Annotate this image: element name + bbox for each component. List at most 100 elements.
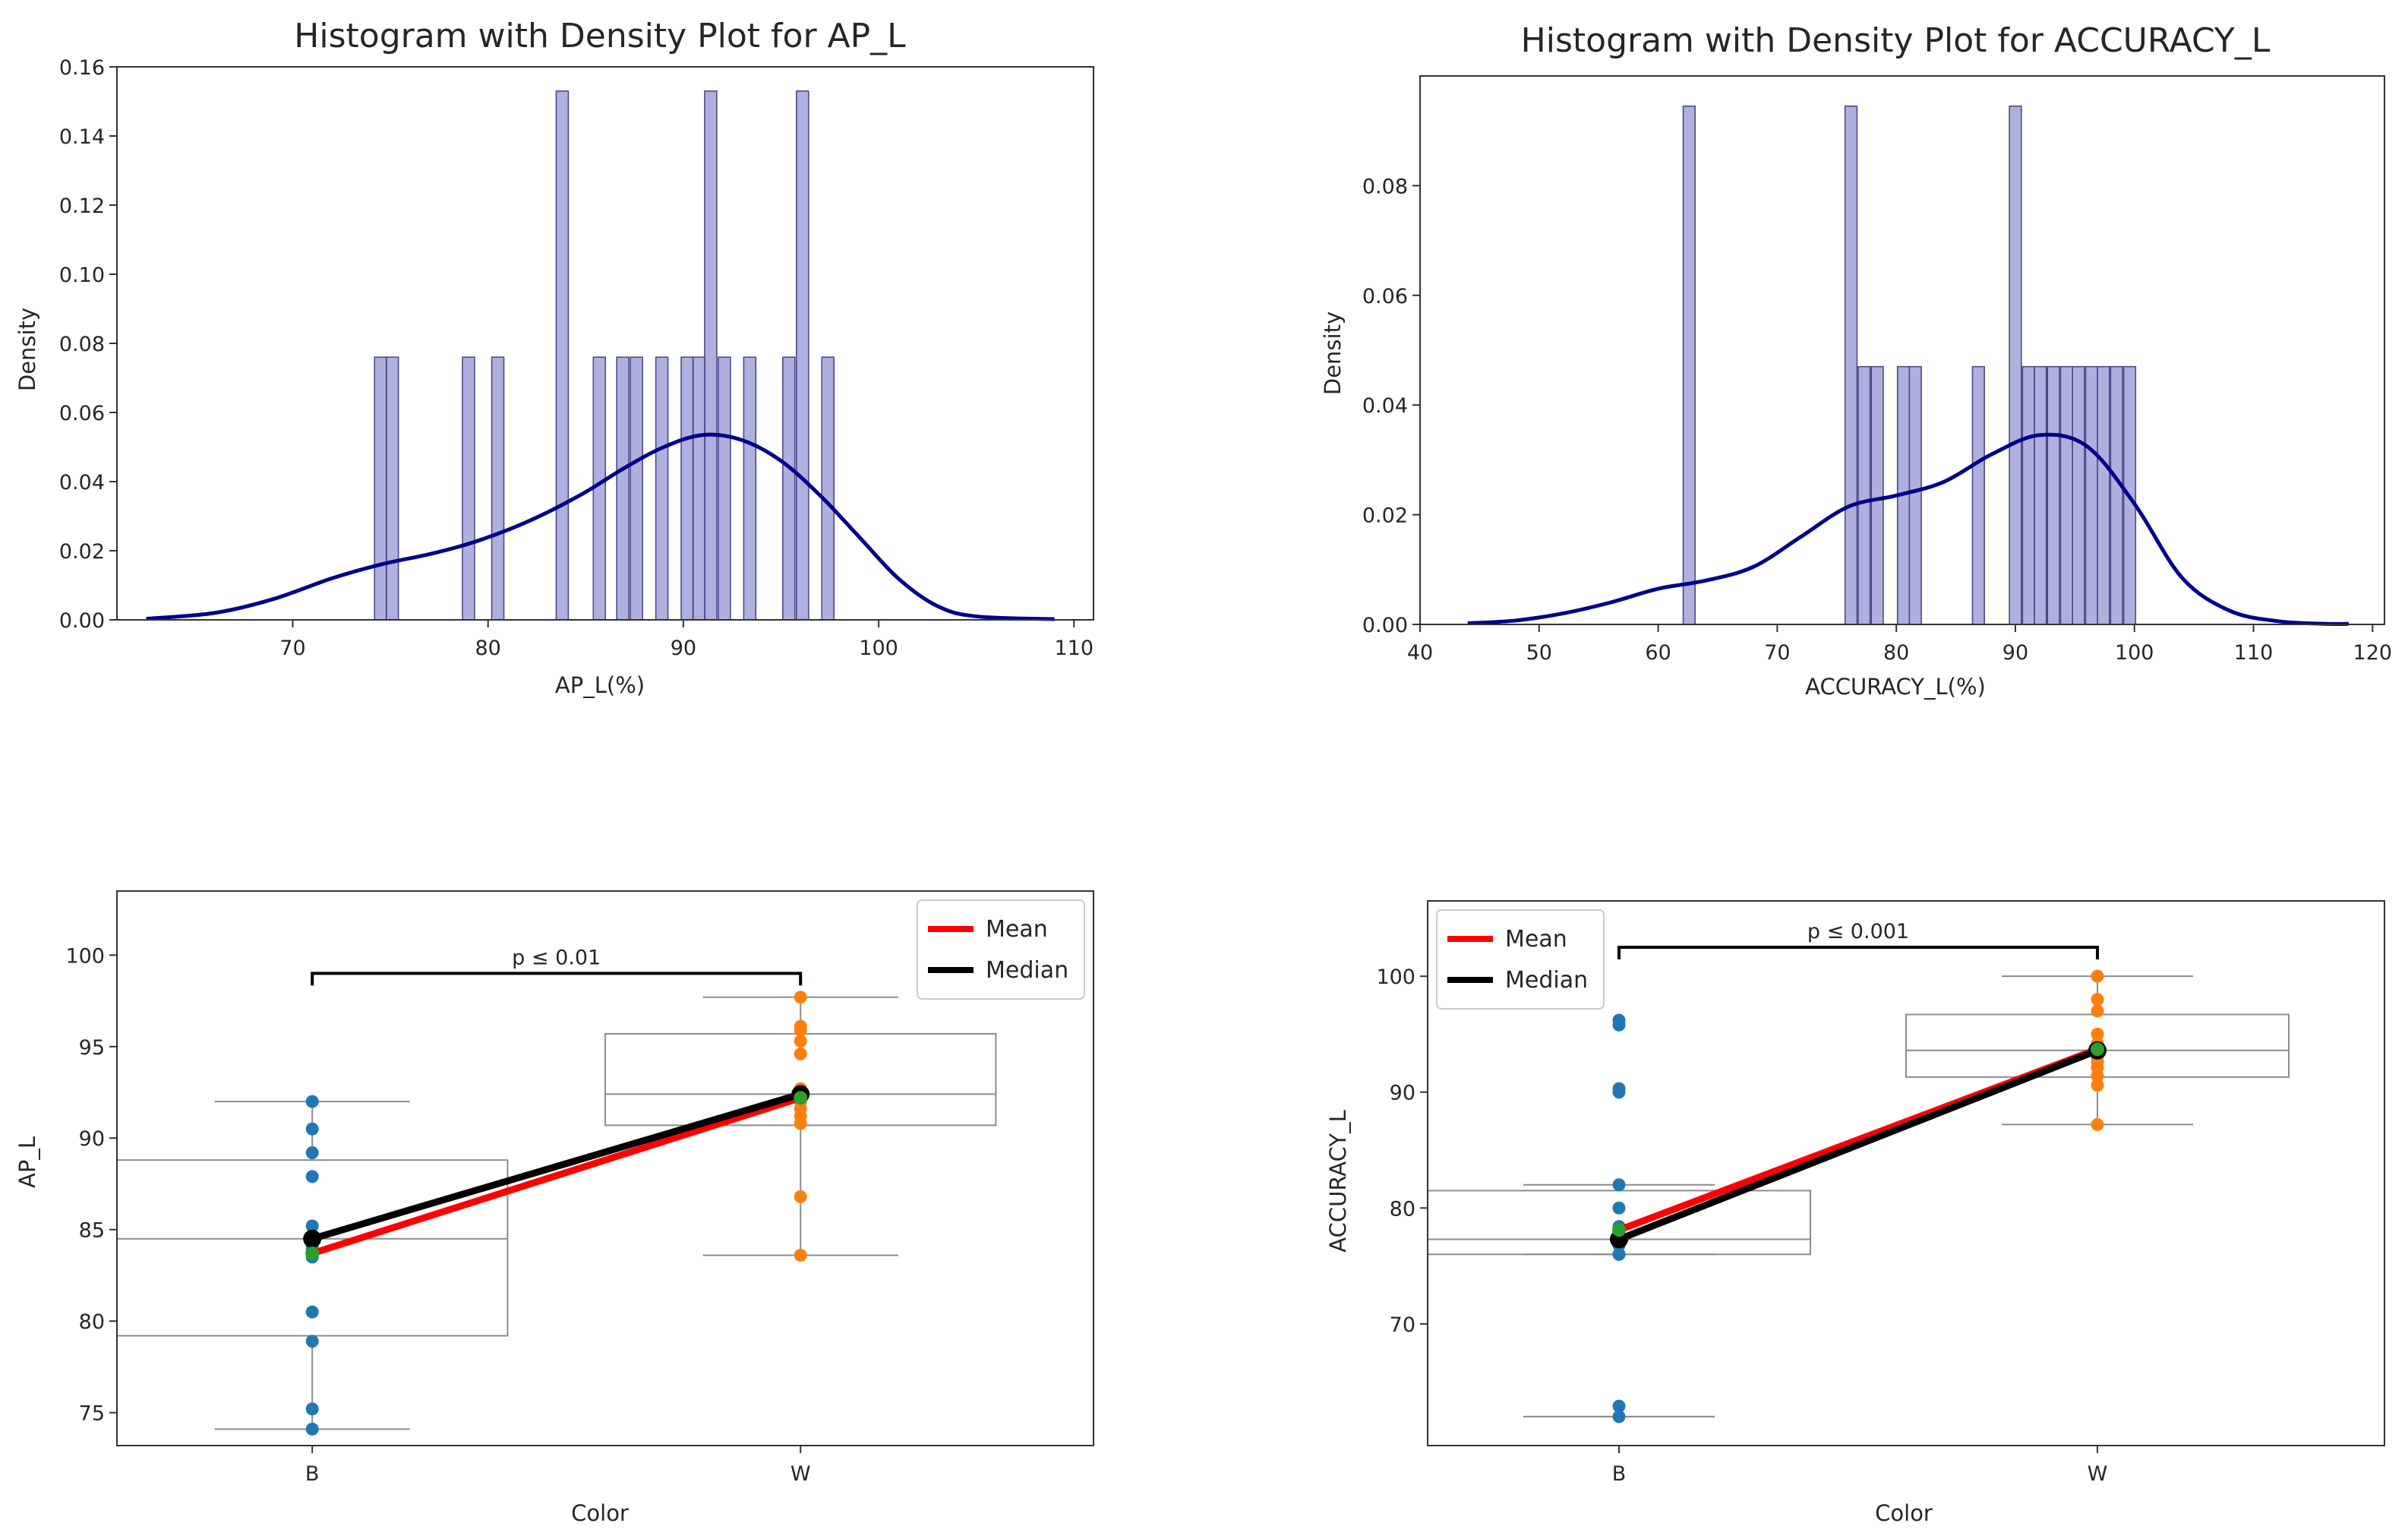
histogram-bar — [781, 356, 796, 621]
y-tick-label: 90 — [79, 1127, 105, 1151]
y-tick-label: 0.10 — [59, 264, 105, 287]
histogram-bar — [385, 356, 399, 621]
data-point-B — [305, 1402, 319, 1416]
data-point-W — [794, 1035, 807, 1048]
median-line — [1617, 1047, 2099, 1243]
data-point-W — [2091, 1069, 2104, 1082]
data-point-B — [1612, 1410, 1626, 1424]
data-point-B — [305, 1335, 319, 1348]
data-point-W — [2091, 1079, 2104, 1092]
histogram-bar — [2047, 365, 2060, 625]
x-tick-label: 90 — [671, 637, 696, 660]
x-tick-label: 70 — [279, 637, 305, 660]
y-axis-label: Density — [14, 308, 40, 391]
histogram-bar — [630, 356, 643, 621]
histogram-bar — [2085, 365, 2098, 625]
legend-label: Mean — [986, 916, 1048, 943]
density-curve — [146, 432, 1055, 621]
data-point-W — [2091, 1004, 2104, 1018]
y-tick-label: 0.14 — [59, 125, 105, 149]
data-point-W — [794, 1117, 807, 1130]
data-point-W — [2091, 1027, 2104, 1041]
x-tick-label: 110 — [2234, 641, 2274, 665]
y-tick-label: 0.06 — [59, 402, 105, 425]
mean-marker — [1612, 1223, 1626, 1237]
plot-frame — [1419, 75, 2385, 625]
histogram-bar — [2009, 105, 2022, 625]
y-tick-label: 0.02 — [1362, 504, 1408, 528]
legend-label: Median — [986, 957, 1068, 984]
y-tick-label: 70 — [1390, 1313, 1415, 1337]
y-tick-label: 80 — [1390, 1197, 1415, 1221]
histogram-bar — [655, 356, 669, 621]
histogram-bar — [616, 356, 630, 621]
boxplot-accuracy-l-panel: ACCURACY_L Color p ≤ 0.001 70 80 90 100 B W Mea… — [1325, 900, 2385, 1526]
legend-label: Mean — [1505, 926, 1567, 953]
y-tick-label: 95 — [79, 1036, 105, 1060]
histogram-bar — [795, 90, 810, 621]
data-point-B — [305, 1122, 319, 1136]
data-point-W — [794, 1190, 807, 1203]
x-tick-label: 40 — [1407, 641, 1433, 665]
histogram-bar — [718, 356, 731, 621]
x-tick-label: 120 — [2353, 641, 2393, 665]
x-tick-label: W — [791, 1462, 811, 1486]
mean-line — [311, 1094, 802, 1257]
y-tick-label: 100 — [1376, 965, 1415, 989]
y-tick-label: 0.16 — [59, 56, 105, 80]
y-axis-label: Density — [1320, 311, 1346, 395]
legend: Mean Median — [1436, 909, 1605, 1010]
chart-title: Histogram with Density Plot for ACCURACY… — [1521, 21, 2271, 60]
data-point-B — [305, 1170, 319, 1183]
y-axis-label: ACCURACY_L — [1325, 1110, 1351, 1252]
data-point-B — [305, 1219, 319, 1233]
mean-marker — [2091, 1042, 2104, 1057]
legend-box — [1436, 909, 1605, 1010]
histogram-bar — [2021, 365, 2035, 625]
plot-frame — [1427, 900, 2385, 1446]
mean-marker — [794, 1091, 808, 1105]
histogram-bar — [1971, 365, 1985, 625]
data-point-W — [794, 1248, 807, 1262]
histogram-bar — [680, 356, 694, 621]
data-point-B — [1612, 1018, 1626, 1032]
y-tick-label: 0.08 — [59, 333, 105, 356]
histogram-bar — [2072, 365, 2085, 625]
data-point-W — [2091, 993, 2104, 1007]
x-tick-label: 60 — [1645, 641, 1671, 665]
x-tick-label: B — [305, 1462, 320, 1486]
data-point-B — [1612, 1201, 1626, 1215]
histogram-accuracy-l-panel: Histogram with Density Plot for ACCURACY… — [1320, 21, 2392, 700]
x-tick-label: 80 — [1883, 641, 1909, 665]
histogram-bar — [2097, 365, 2110, 625]
y-tick-label: 0.04 — [59, 471, 105, 495]
x-tick-label: W — [2088, 1462, 2108, 1486]
y-tick-label: 0.02 — [59, 540, 105, 564]
legend: Mean Median — [917, 899, 1085, 1000]
y-tick-label: 0.12 — [59, 194, 105, 218]
legend-label: Median — [1505, 967, 1588, 994]
histogram-bar — [743, 356, 757, 621]
histogram-ap-l-panel: Histogram with Density Plot for AP_L Den… — [14, 17, 1094, 698]
x-tick-label: 50 — [1526, 641, 1552, 665]
y-tick-label: 80 — [79, 1310, 105, 1334]
significance-bracket — [311, 972, 803, 986]
x-tick-label: 70 — [1764, 641, 1790, 665]
median-line — [311, 1091, 802, 1243]
y-tick-label: 0.04 — [1362, 394, 1408, 418]
y-axis-label: AP_L — [14, 1136, 40, 1188]
y-tick-label: 0.00 — [1362, 614, 1408, 637]
data-point-W — [794, 991, 807, 1004]
histogram-bar — [1857, 365, 1871, 625]
data-point-W — [2091, 969, 2104, 983]
histogram-bar — [462, 356, 475, 621]
data-point-W — [794, 1047, 807, 1060]
y-tick-label: 100 — [65, 944, 105, 968]
data-point-B — [305, 1305, 319, 1319]
mean-marker — [305, 1247, 320, 1261]
y-tick-label: 85 — [79, 1219, 105, 1243]
x-axis-label: Color — [1875, 1500, 1933, 1526]
data-point-B — [305, 1422, 319, 1436]
x-tick-label: 90 — [2002, 641, 2028, 665]
